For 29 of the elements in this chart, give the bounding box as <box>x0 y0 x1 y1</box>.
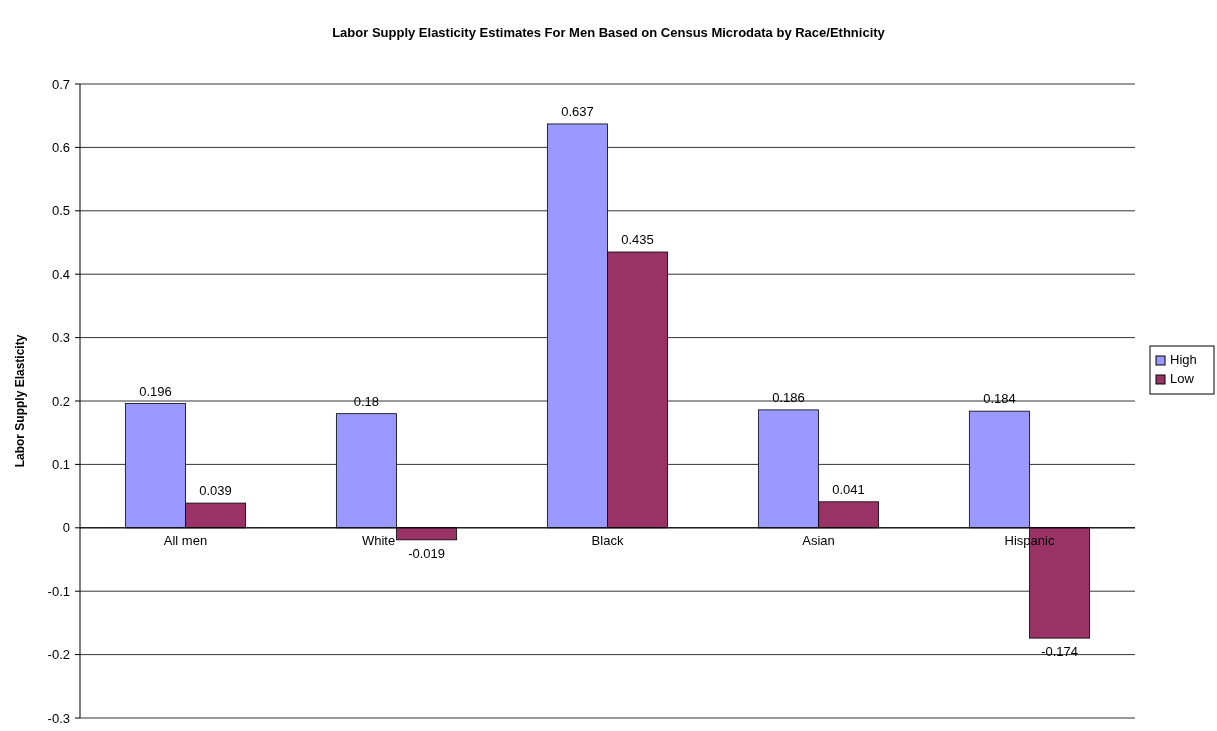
data-label: -0.019 <box>408 545 446 561</box>
y-tick-label: -0.3 <box>47 710 70 726</box>
data-label: 0.18 <box>353 393 380 409</box>
y-tick-label: 0.3 <box>51 330 70 346</box>
y-tick-label: -0.2 <box>47 647 70 663</box>
x-tick-label: Hispanic <box>1004 532 1055 548</box>
y-tick-label: 0 <box>62 520 70 536</box>
legend-label: Low <box>1170 371 1195 386</box>
x-tick-label: Black <box>591 532 624 548</box>
data-label: 0.184 <box>983 391 1016 407</box>
y-tick-label: 0.5 <box>51 203 70 219</box>
data-label: 0.637 <box>561 103 594 119</box>
data-label: 0.196 <box>139 383 172 399</box>
x-tick-label: White <box>361 532 396 548</box>
y-tick-label: 0.6 <box>51 139 70 155</box>
y-tick-label: 0.2 <box>51 393 70 409</box>
data-label: 0.435 <box>621 232 654 248</box>
data-label: 0.041 <box>832 481 865 497</box>
data-label: 0.186 <box>772 389 805 405</box>
y-tick-label: 0.1 <box>51 456 70 472</box>
x-tick-label: Asian <box>802 532 835 548</box>
y-tick-label: 0.7 <box>51 76 70 92</box>
x-tick-label: All men <box>163 532 208 548</box>
legend-label: High <box>1170 352 1197 367</box>
chart-title: Labor Supply Elasticity Estimates For Men Based on Census Microdata by Race/Ethnicity <box>332 25 886 40</box>
y-axis-title: Labor Supply Elasticity <box>13 334 27 468</box>
y-tick-label: -0.1 <box>47 583 70 599</box>
data-label: 0.039 <box>199 483 232 499</box>
y-tick-label: 0.4 <box>51 266 70 282</box>
